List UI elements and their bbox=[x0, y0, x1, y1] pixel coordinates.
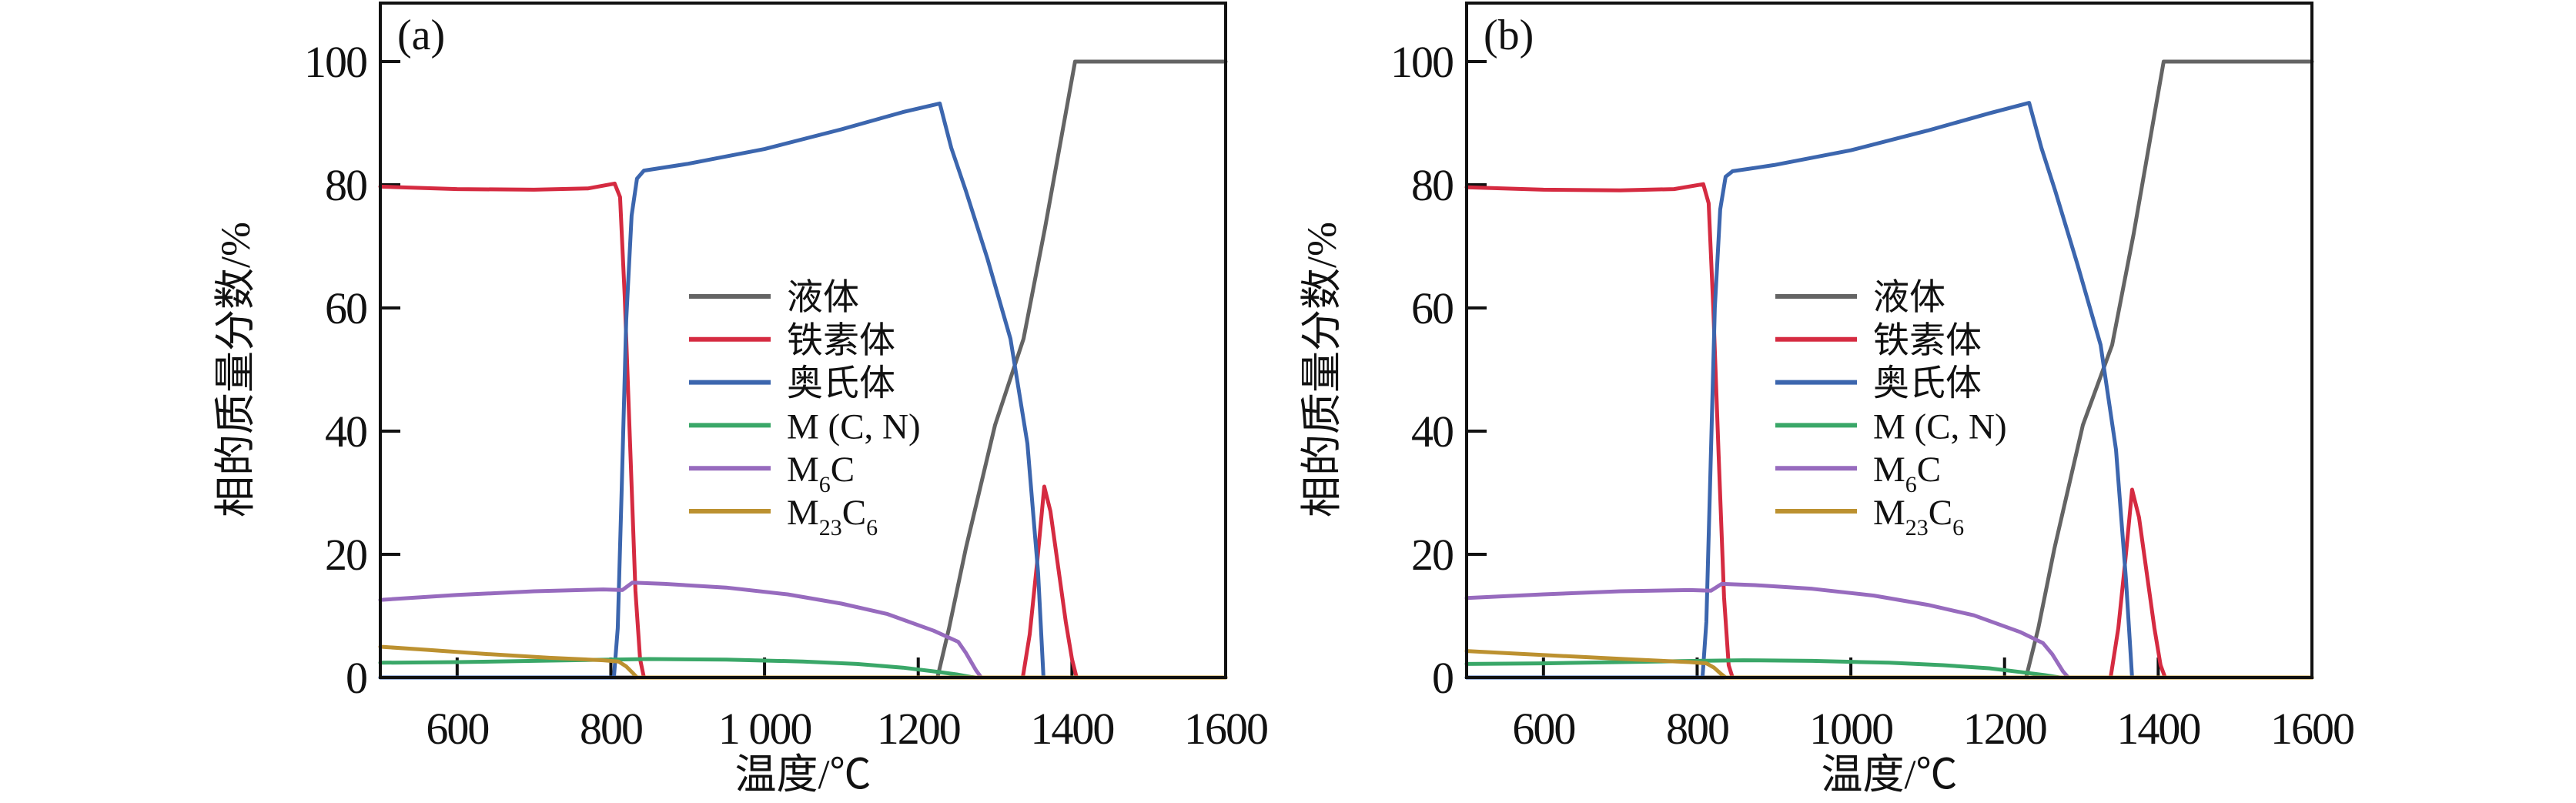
legend-label-liquid: 液体 bbox=[1873, 278, 1945, 318]
panel-b-chart: (b) 600 800 1000 1200 1400 1600 0 20 40 60 80 100 温度/… bbox=[1299, 2, 2355, 798]
series-m23c6-line bbox=[378, 644, 1228, 680]
panel-tag: (a) bbox=[397, 12, 445, 59]
legend-label-mcn: M (C, N) bbox=[1873, 407, 2007, 447]
series-m6c-line bbox=[1464, 581, 2314, 680]
series-liquid-line bbox=[378, 59, 1228, 680]
legend-label-m6c: M6C bbox=[787, 450, 855, 497]
series-m23c6-line bbox=[1464, 649, 2314, 680]
legend-label-austenite: 奥氏体 bbox=[787, 364, 895, 404]
legend-label-liquid: 液体 bbox=[787, 278, 859, 318]
x-tick-label: 1 000 bbox=[718, 704, 811, 754]
y-tick-label: 20 bbox=[1411, 530, 1453, 580]
plot-box bbox=[379, 2, 1227, 679]
x-tick-label: 600 bbox=[426, 704, 488, 754]
panel-tag: (b) bbox=[1484, 12, 1534, 59]
y-tick-label: 40 bbox=[325, 407, 366, 457]
y-tick-label: 80 bbox=[325, 160, 366, 210]
y-tick-label: 0 bbox=[1432, 653, 1453, 703]
series-liquid-line bbox=[1464, 59, 2314, 680]
x-tick-label: 600 bbox=[1512, 704, 1574, 754]
x-tick-label: 1600 bbox=[2270, 704, 2354, 754]
x-tick-label: 800 bbox=[580, 704, 642, 754]
series-mcn-line bbox=[378, 657, 1228, 680]
legend-label-ferrite: 铁素体 bbox=[1873, 321, 1982, 361]
x-tick-label: 800 bbox=[1666, 704, 1728, 754]
series-m6c-line bbox=[378, 581, 1228, 680]
y-axis-title: 相的质量分数/% bbox=[1299, 222, 1345, 517]
x-tick-label: 1000 bbox=[1809, 704, 1892, 754]
y-tick-label: 60 bbox=[1411, 283, 1453, 333]
y-axis-title: 相的质量分数/% bbox=[212, 222, 259, 517]
legend-label-m6c: M6C bbox=[1873, 450, 1941, 497]
plot-box bbox=[1465, 2, 2313, 679]
x-tick-label: 1200 bbox=[1963, 704, 2046, 754]
series-austenite-line bbox=[1464, 101, 2314, 680]
legend-label-mcn: M (C, N) bbox=[787, 407, 921, 447]
x-axis-title: 温度/℃ bbox=[1821, 751, 1957, 798]
y-tick-label: 20 bbox=[325, 530, 366, 580]
legend-label-m23c6: M23C6 bbox=[787, 493, 878, 540]
x-tick-label: 1200 bbox=[877, 704, 960, 754]
x-tick-label: 1400 bbox=[2116, 704, 2200, 754]
legend-label-austenite: 奥氏体 bbox=[1873, 364, 1982, 404]
y-tick-label: 40 bbox=[1411, 407, 1453, 457]
y-tick-label: 100 bbox=[304, 37, 366, 87]
x-tick-label: 1600 bbox=[1184, 704, 1267, 754]
y-tick-label: 60 bbox=[325, 283, 366, 333]
x-axis-title: 温度/℃ bbox=[734, 751, 871, 798]
x-tick-label: 1400 bbox=[1030, 704, 1113, 754]
y-tick-label: 0 bbox=[346, 653, 366, 703]
legend-label-m23c6: M23C6 bbox=[1873, 493, 1964, 540]
legend-label-ferrite: 铁素体 bbox=[787, 321, 895, 361]
y-tick-label: 100 bbox=[1390, 37, 1453, 87]
panel-a-chart: (a) 600 800 1 000 1200 1400 1600 0 20 40 60 80 100 温度… bbox=[212, 2, 1269, 798]
series-mcn-line bbox=[1464, 658, 2314, 680]
series-austenite-line bbox=[378, 101, 1228, 680]
y-tick-label: 80 bbox=[1411, 160, 1453, 210]
